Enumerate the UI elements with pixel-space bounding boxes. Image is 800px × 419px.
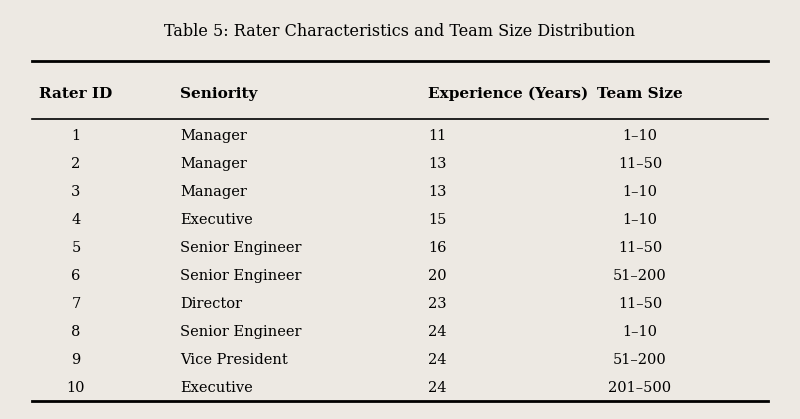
Text: 1–10: 1–10 bbox=[622, 325, 658, 339]
Text: 23: 23 bbox=[428, 297, 446, 311]
Text: 1: 1 bbox=[71, 129, 81, 143]
Text: 51–200: 51–200 bbox=[613, 353, 667, 367]
Text: Experience (Years): Experience (Years) bbox=[428, 87, 588, 101]
Text: 24: 24 bbox=[428, 380, 446, 395]
Text: Table 5: Rater Characteristics and Team Size Distribution: Table 5: Rater Characteristics and Team … bbox=[165, 23, 635, 40]
Text: 20: 20 bbox=[428, 269, 446, 283]
Text: 1–10: 1–10 bbox=[622, 185, 658, 199]
Text: 2: 2 bbox=[71, 157, 81, 171]
Text: 201–500: 201–500 bbox=[609, 380, 671, 395]
Text: 13: 13 bbox=[428, 185, 446, 199]
Text: Executive: Executive bbox=[180, 213, 253, 227]
Text: 13: 13 bbox=[428, 157, 446, 171]
Text: 24: 24 bbox=[428, 353, 446, 367]
Text: 3: 3 bbox=[71, 185, 81, 199]
Text: 4: 4 bbox=[71, 213, 81, 227]
Text: 11: 11 bbox=[428, 129, 446, 143]
Text: 1–10: 1–10 bbox=[622, 129, 658, 143]
Text: Team Size: Team Size bbox=[597, 87, 683, 101]
Text: Senior Engineer: Senior Engineer bbox=[180, 269, 302, 283]
Text: 16: 16 bbox=[428, 241, 446, 255]
Text: Manager: Manager bbox=[180, 129, 247, 143]
Text: 10: 10 bbox=[66, 380, 86, 395]
Text: Rater ID: Rater ID bbox=[39, 87, 113, 101]
Text: Manager: Manager bbox=[180, 157, 247, 171]
Text: Manager: Manager bbox=[180, 185, 247, 199]
Text: 11–50: 11–50 bbox=[618, 157, 662, 171]
Text: 8: 8 bbox=[71, 325, 81, 339]
Text: Vice President: Vice President bbox=[180, 353, 288, 367]
Text: 7: 7 bbox=[71, 297, 81, 311]
Text: 1–10: 1–10 bbox=[622, 213, 658, 227]
Text: 5: 5 bbox=[71, 241, 81, 255]
Text: 51–200: 51–200 bbox=[613, 269, 667, 283]
Text: 6: 6 bbox=[71, 269, 81, 283]
Text: 11–50: 11–50 bbox=[618, 241, 662, 255]
Text: Executive: Executive bbox=[180, 380, 253, 395]
Text: Director: Director bbox=[180, 297, 242, 311]
Text: 24: 24 bbox=[428, 325, 446, 339]
Text: Seniority: Seniority bbox=[180, 87, 258, 101]
Text: 11–50: 11–50 bbox=[618, 297, 662, 311]
Text: Senior Engineer: Senior Engineer bbox=[180, 325, 302, 339]
Text: 9: 9 bbox=[71, 353, 81, 367]
Text: Senior Engineer: Senior Engineer bbox=[180, 241, 302, 255]
Text: 15: 15 bbox=[428, 213, 446, 227]
